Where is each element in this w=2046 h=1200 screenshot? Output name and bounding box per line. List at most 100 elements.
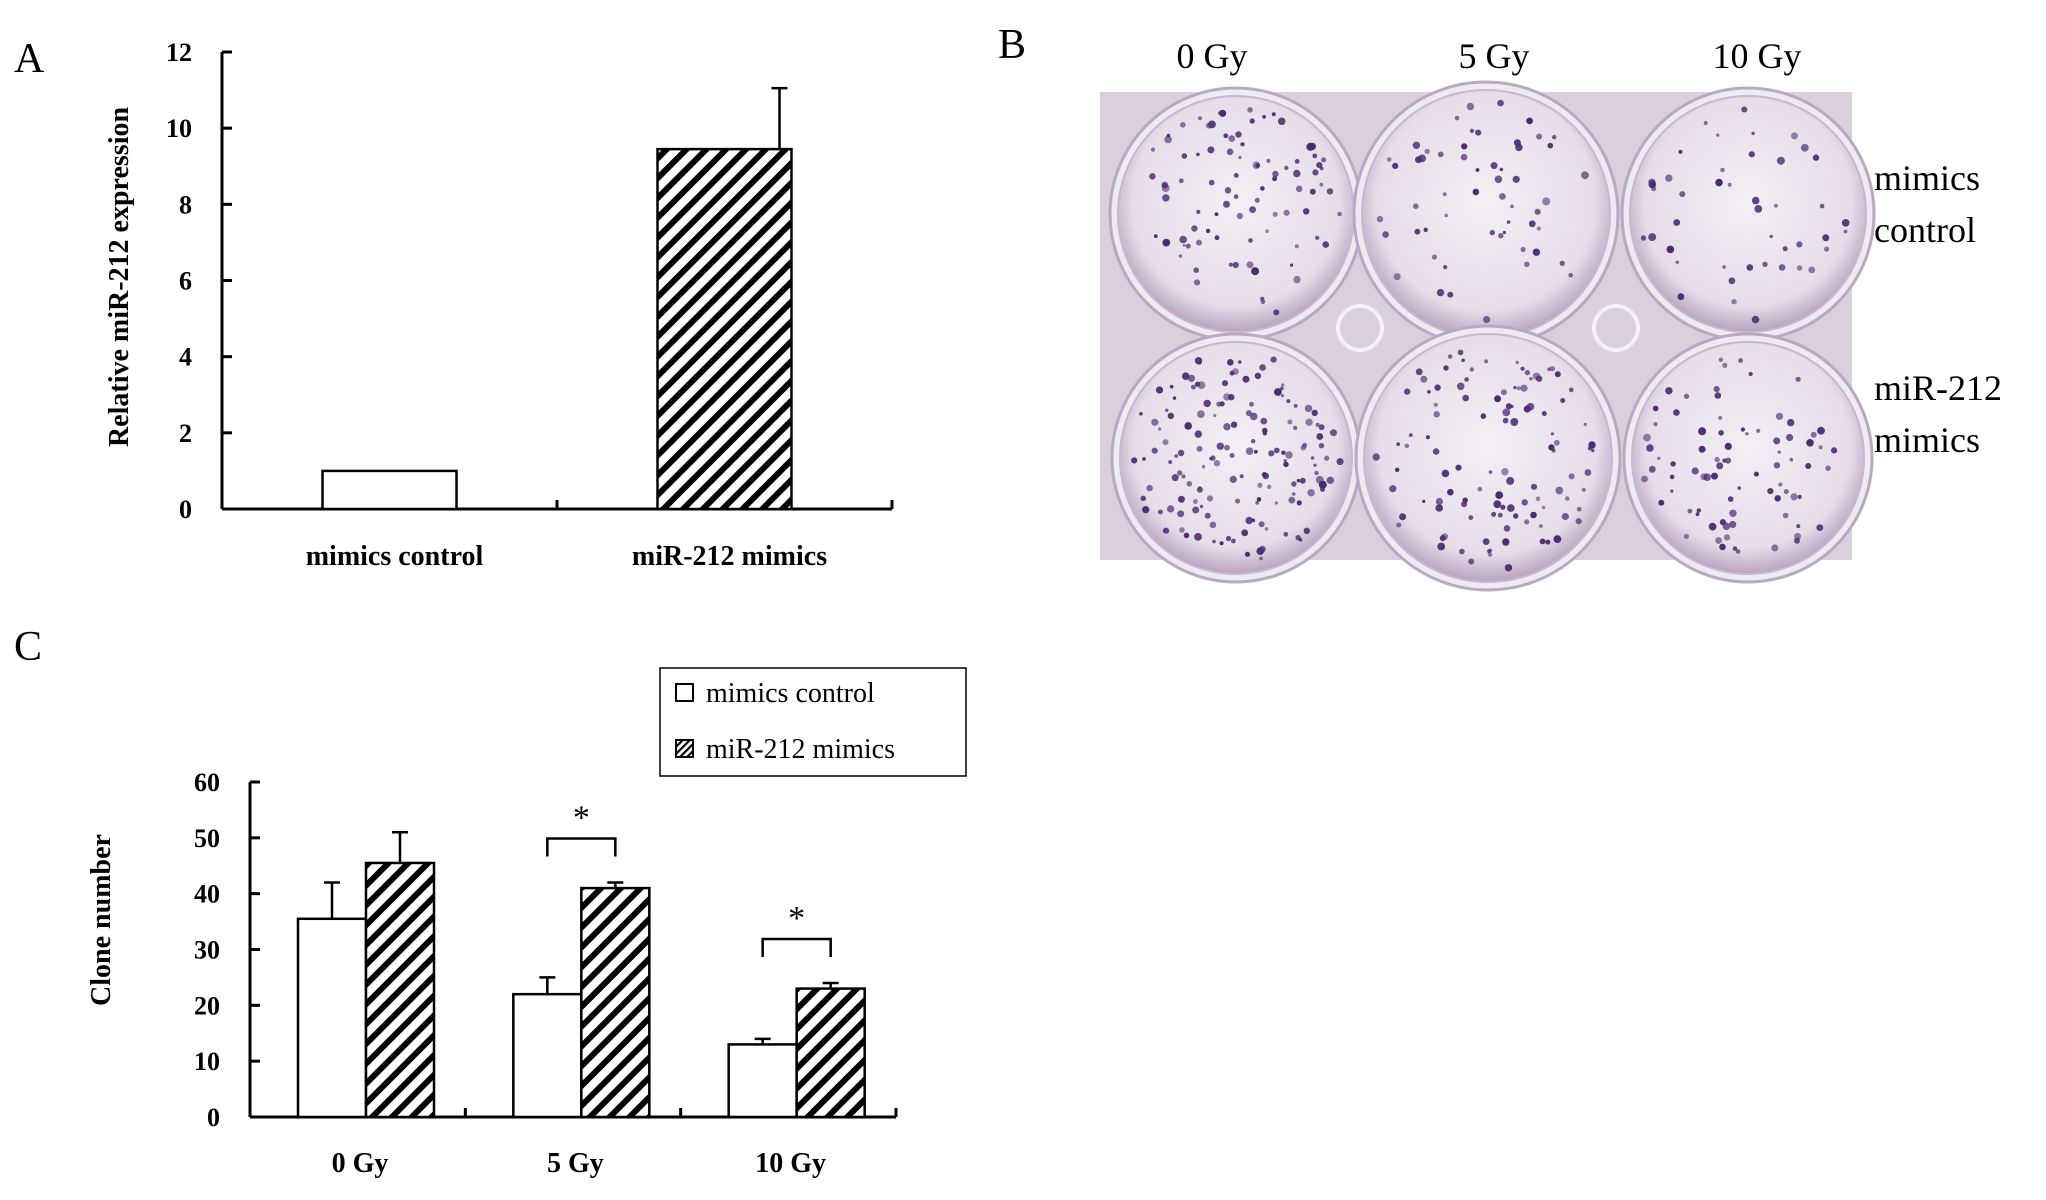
colony-dot [1713, 386, 1720, 393]
colony-dot [1526, 117, 1533, 125]
colony-dot [1283, 459, 1287, 463]
colony-dot [1437, 542, 1446, 551]
colony-dot [1722, 458, 1727, 463]
colony-dot [1251, 439, 1256, 444]
colony-dot [1312, 169, 1319, 176]
colony-dot [1553, 535, 1562, 543]
colony-dot [1238, 360, 1242, 364]
colony-dot [1498, 233, 1504, 239]
colony-dot [1227, 359, 1234, 366]
colony-dot [1477, 486, 1483, 492]
colony-dot [1435, 504, 1443, 512]
colony-dot [1246, 261, 1254, 269]
colony-dot [1756, 428, 1761, 433]
colony-dot [1524, 519, 1530, 525]
colony-dot [1198, 116, 1202, 121]
colony-dot [1272, 211, 1278, 217]
colony-dot [1746, 264, 1754, 271]
legend-label-mimics-control: mimics control [706, 678, 875, 709]
colony-dot [1157, 509, 1163, 515]
colony-dot [1283, 531, 1289, 537]
colony-dot [1256, 497, 1262, 502]
colony-dot [1729, 509, 1737, 517]
colony-dot [1212, 539, 1216, 544]
colony-dot [1488, 470, 1493, 474]
colony-dot [1727, 496, 1734, 502]
colony-dot [1262, 114, 1266, 119]
colony-dot [1213, 413, 1217, 418]
colony-dot [1245, 447, 1254, 456]
colony-dot [1254, 197, 1260, 203]
colony-dot [1321, 157, 1327, 163]
colony-dot [1204, 512, 1211, 519]
colony-dot [1718, 415, 1723, 420]
colony-dot [1504, 564, 1513, 572]
chart-c-ytick-label-30: 30 [194, 936, 220, 965]
colony-dot [1751, 315, 1760, 324]
colony-dot [1728, 277, 1736, 285]
colony-dot [1737, 486, 1742, 490]
colony-dot [1666, 245, 1675, 254]
colony-dot [1261, 472, 1267, 478]
colony-dot [1536, 133, 1543, 140]
colony-dot [1447, 488, 1454, 496]
colony-dot [1565, 496, 1570, 501]
colony-dot [1274, 447, 1280, 454]
dose-label-10gy: 10 Gy [1713, 36, 1802, 76]
colony-dot [1181, 474, 1186, 479]
colony-dot [1404, 388, 1411, 395]
plate-mould-ring-right [1592, 304, 1640, 352]
colony-dot [1532, 372, 1541, 380]
chart-c-category-label-5-gy: 5 Gy [547, 1148, 604, 1179]
chart-c-labels: 0 10 20 30 40 50 60 0 Gy 5 Gy 10 Gy [194, 768, 826, 1179]
chart-a-ytick-label-6: 6 [179, 267, 192, 296]
colony-dot [1295, 185, 1303, 193]
chart-a: Relative miR-212 expression 0 2 4 6 8 10 12 mim… [104, 38, 894, 572]
colony-dot [1427, 390, 1431, 394]
colony-dot [1299, 477, 1306, 484]
colony-dot [1305, 418, 1313, 426]
colony-dot [1312, 153, 1318, 159]
colony-dot [1722, 522, 1731, 531]
colony-dot [1216, 442, 1225, 450]
chart-c-bar-5-gy-mimics-control [512, 992, 583, 1119]
colony-dot [1559, 260, 1565, 266]
colony-dot [1500, 504, 1506, 510]
colony-dot [1337, 211, 1342, 217]
colony-dot [1284, 165, 1289, 171]
colony-dot [1298, 537, 1303, 542]
colony-dot [1408, 433, 1413, 437]
colony-dot [1228, 394, 1235, 401]
colony-dot [1169, 384, 1174, 389]
colony-dot [1177, 449, 1185, 457]
colony-dot [1782, 512, 1789, 519]
colony-dot [1236, 212, 1243, 220]
colony-dot [1184, 422, 1192, 430]
colony-dot [1158, 427, 1162, 431]
chart-a-bar-mimics-control [321, 469, 458, 511]
colony-dot [1513, 513, 1519, 519]
colony-dot [1389, 485, 1397, 493]
colony-dot [1286, 399, 1291, 404]
colony-dot [1805, 463, 1812, 469]
colony-dot [1810, 431, 1817, 438]
colony-dot [1441, 469, 1450, 478]
colony-dot [1199, 504, 1204, 509]
colony-dot [1277, 117, 1286, 126]
colony-dot [1480, 413, 1487, 419]
colony-dot [1194, 533, 1202, 541]
colony-dot [1285, 451, 1293, 459]
colony-dot [1708, 522, 1717, 531]
colony-dot [1524, 261, 1530, 268]
colony-dot [1283, 461, 1289, 468]
colony-dot [1796, 241, 1803, 248]
colony-dot [1293, 169, 1301, 178]
colony-dot [1748, 371, 1753, 377]
colony-dot [1433, 402, 1438, 407]
colony-dot [1415, 156, 1422, 164]
colony-dot [1547, 142, 1554, 149]
colony-dot [1196, 486, 1203, 493]
colony-dot [1313, 463, 1317, 467]
colony-dot [1648, 233, 1657, 242]
colony-dot [1782, 246, 1788, 252]
